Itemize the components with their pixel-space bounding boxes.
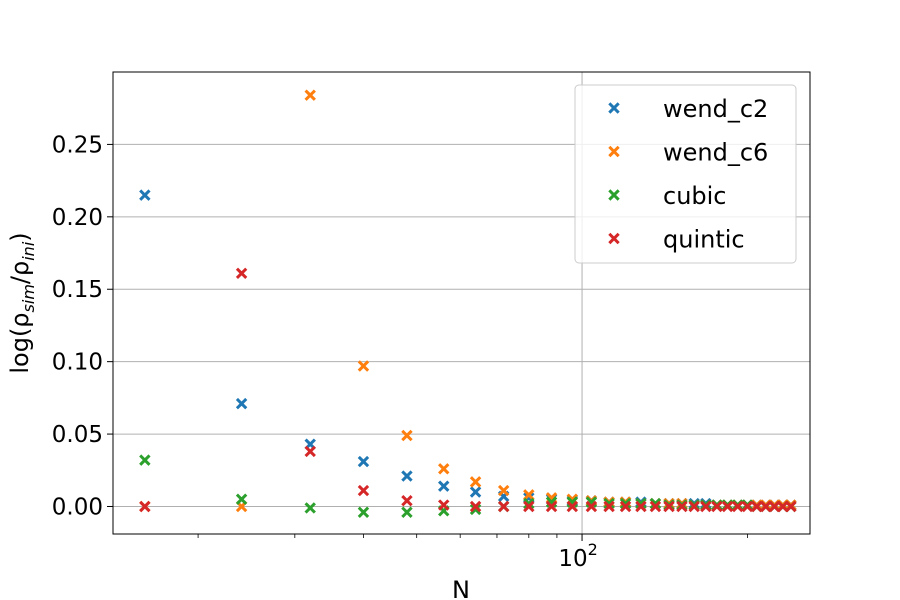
data-point-quintic (785, 500, 797, 513)
data-point-wend-c2 (469, 486, 482, 498)
x-axis-label: N (452, 576, 470, 600)
y-tick-label: 0.10 (52, 350, 103, 376)
data-point-wend-c6 (497, 484, 510, 497)
y-tick-label: 0.15 (52, 277, 103, 303)
data-point-quintic (751, 500, 763, 513)
data-point-wend-c2 (235, 397, 248, 410)
y-tick-label: 0.25 (52, 132, 103, 158)
data-point-wend-c6 (304, 89, 316, 101)
data-point-quintic (566, 500, 579, 513)
data-point-wend-c2 (438, 480, 450, 492)
legend-label: quintic (663, 226, 745, 254)
data-point-wend-c2 (139, 189, 151, 201)
data-point-quintic (721, 500, 734, 513)
data-point-quintic (523, 500, 535, 513)
data-point-quintic (688, 500, 700, 513)
data-point-quintic (545, 500, 558, 513)
legend-label: wend_c2 (663, 95, 768, 123)
data-point-quintic (731, 500, 744, 513)
legend-frame (574, 84, 797, 264)
data-point-quintic (497, 500, 510, 513)
legend-label: wend_c6 (663, 139, 768, 167)
data-point-quintic (741, 500, 754, 513)
data-point-quintic (585, 500, 598, 513)
data-point-wend-c6 (401, 429, 413, 442)
legend-marker-quintic (608, 232, 620, 245)
data-point-cubic (401, 506, 413, 518)
legend-marker-wend-c6 (608, 145, 620, 158)
data-point-wend-c2 (304, 438, 316, 450)
data-point-quintic (619, 500, 632, 513)
data-point-cubic (304, 502, 316, 514)
data-point-quintic (401, 494, 413, 507)
data-points (139, 89, 797, 518)
data-point-quintic (711, 500, 723, 513)
data-point-wend-c6 (523, 489, 535, 501)
y-tick-label: 0.05 (52, 422, 103, 448)
x-tick-label: 102 (558, 540, 597, 572)
legend-marker-wend-c2 (608, 102, 620, 114)
legend-marker-cubic (608, 189, 620, 201)
axis-ticks: 0.00 0.05 0.10 0.15 0.20 0.25 102 (52, 132, 748, 572)
data-point-quintic (768, 500, 781, 513)
y-axis-label: log(ρsim/ρini) (6, 232, 38, 373)
y-tick-label: 0.00 (52, 494, 103, 520)
data-point-cubic (357, 506, 370, 518)
data-point-quintic (760, 500, 772, 513)
data-point-quintic (676, 500, 688, 513)
data-point-quintic (649, 500, 662, 513)
data-point-wend-c2 (401, 470, 413, 482)
data-point-quintic (700, 500, 712, 513)
data-point-quintic (469, 500, 482, 513)
data-point-quintic (663, 500, 675, 513)
plot-area-frame (112, 71, 811, 535)
data-point-wend-c6 (357, 360, 370, 372)
data-point-quintic (304, 445, 316, 458)
y-tick-label: 0.20 (52, 205, 103, 231)
legend-label: cubic (663, 182, 727, 210)
data-point-quintic (235, 267, 248, 280)
data-point-quintic (139, 500, 151, 513)
data-point-wend-c2 (357, 455, 370, 468)
data-point-quintic (438, 499, 450, 511)
data-point-quintic (603, 500, 615, 513)
data-point-wend-c6 (469, 476, 482, 488)
data-point-wend-c6 (438, 463, 450, 475)
data-point-cubic (235, 493, 248, 505)
data-point-wend-c6 (235, 500, 248, 513)
data-point-quintic (357, 484, 370, 497)
data-point-quintic (635, 500, 647, 513)
data-point-cubic (139, 454, 151, 466)
data-point-quintic (777, 500, 789, 513)
